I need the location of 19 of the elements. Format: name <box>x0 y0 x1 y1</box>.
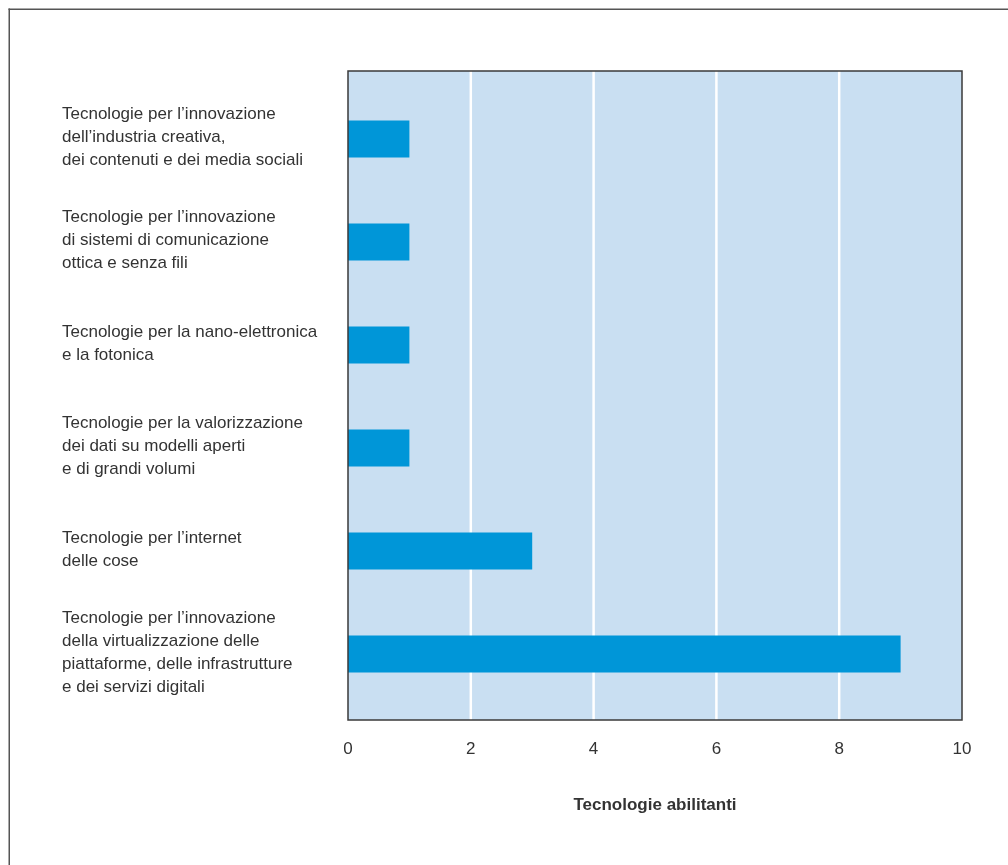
y-tick-label: Tecnologie per la valorizzazione dei dati su modelli aperti e di grandi volumi <box>62 413 303 478</box>
y-tick-label: Tecnologie per l’internet delle cose <box>62 527 242 570</box>
bar <box>348 532 533 570</box>
y-tick-label: Tecnologie per la nano-elettronica e la fotonica <box>62 321 318 364</box>
bar <box>348 223 410 261</box>
x-tick-label: 4 <box>588 739 599 758</box>
x-tick-label: 10 <box>952 739 972 758</box>
y-tick-label: Tecnologie per l’innovazione dell’industria creativa, dei contenuti e dei media sociali <box>62 104 303 169</box>
bar <box>348 635 901 673</box>
x-tick-label: 8 <box>834 739 844 758</box>
bar <box>348 120 410 158</box>
y-tick-label: Tecnologie per l’innovazione della virtualizzazione delle piattaforme, delle infrastrutture e dei servizi digitali <box>62 607 293 696</box>
x-tick-label: 2 <box>466 739 476 758</box>
x-tick-label: 0 <box>343 739 353 758</box>
x-axis-title: Tecnologie abilitanti <box>573 795 737 814</box>
bar <box>348 326 410 364</box>
bar <box>348 429 410 467</box>
x-tick-label: 6 <box>711 739 722 758</box>
y-tick-label: Tecnologie per l’innovazione di sistemi di comunicazione ottica e senza fili <box>62 207 276 272</box>
